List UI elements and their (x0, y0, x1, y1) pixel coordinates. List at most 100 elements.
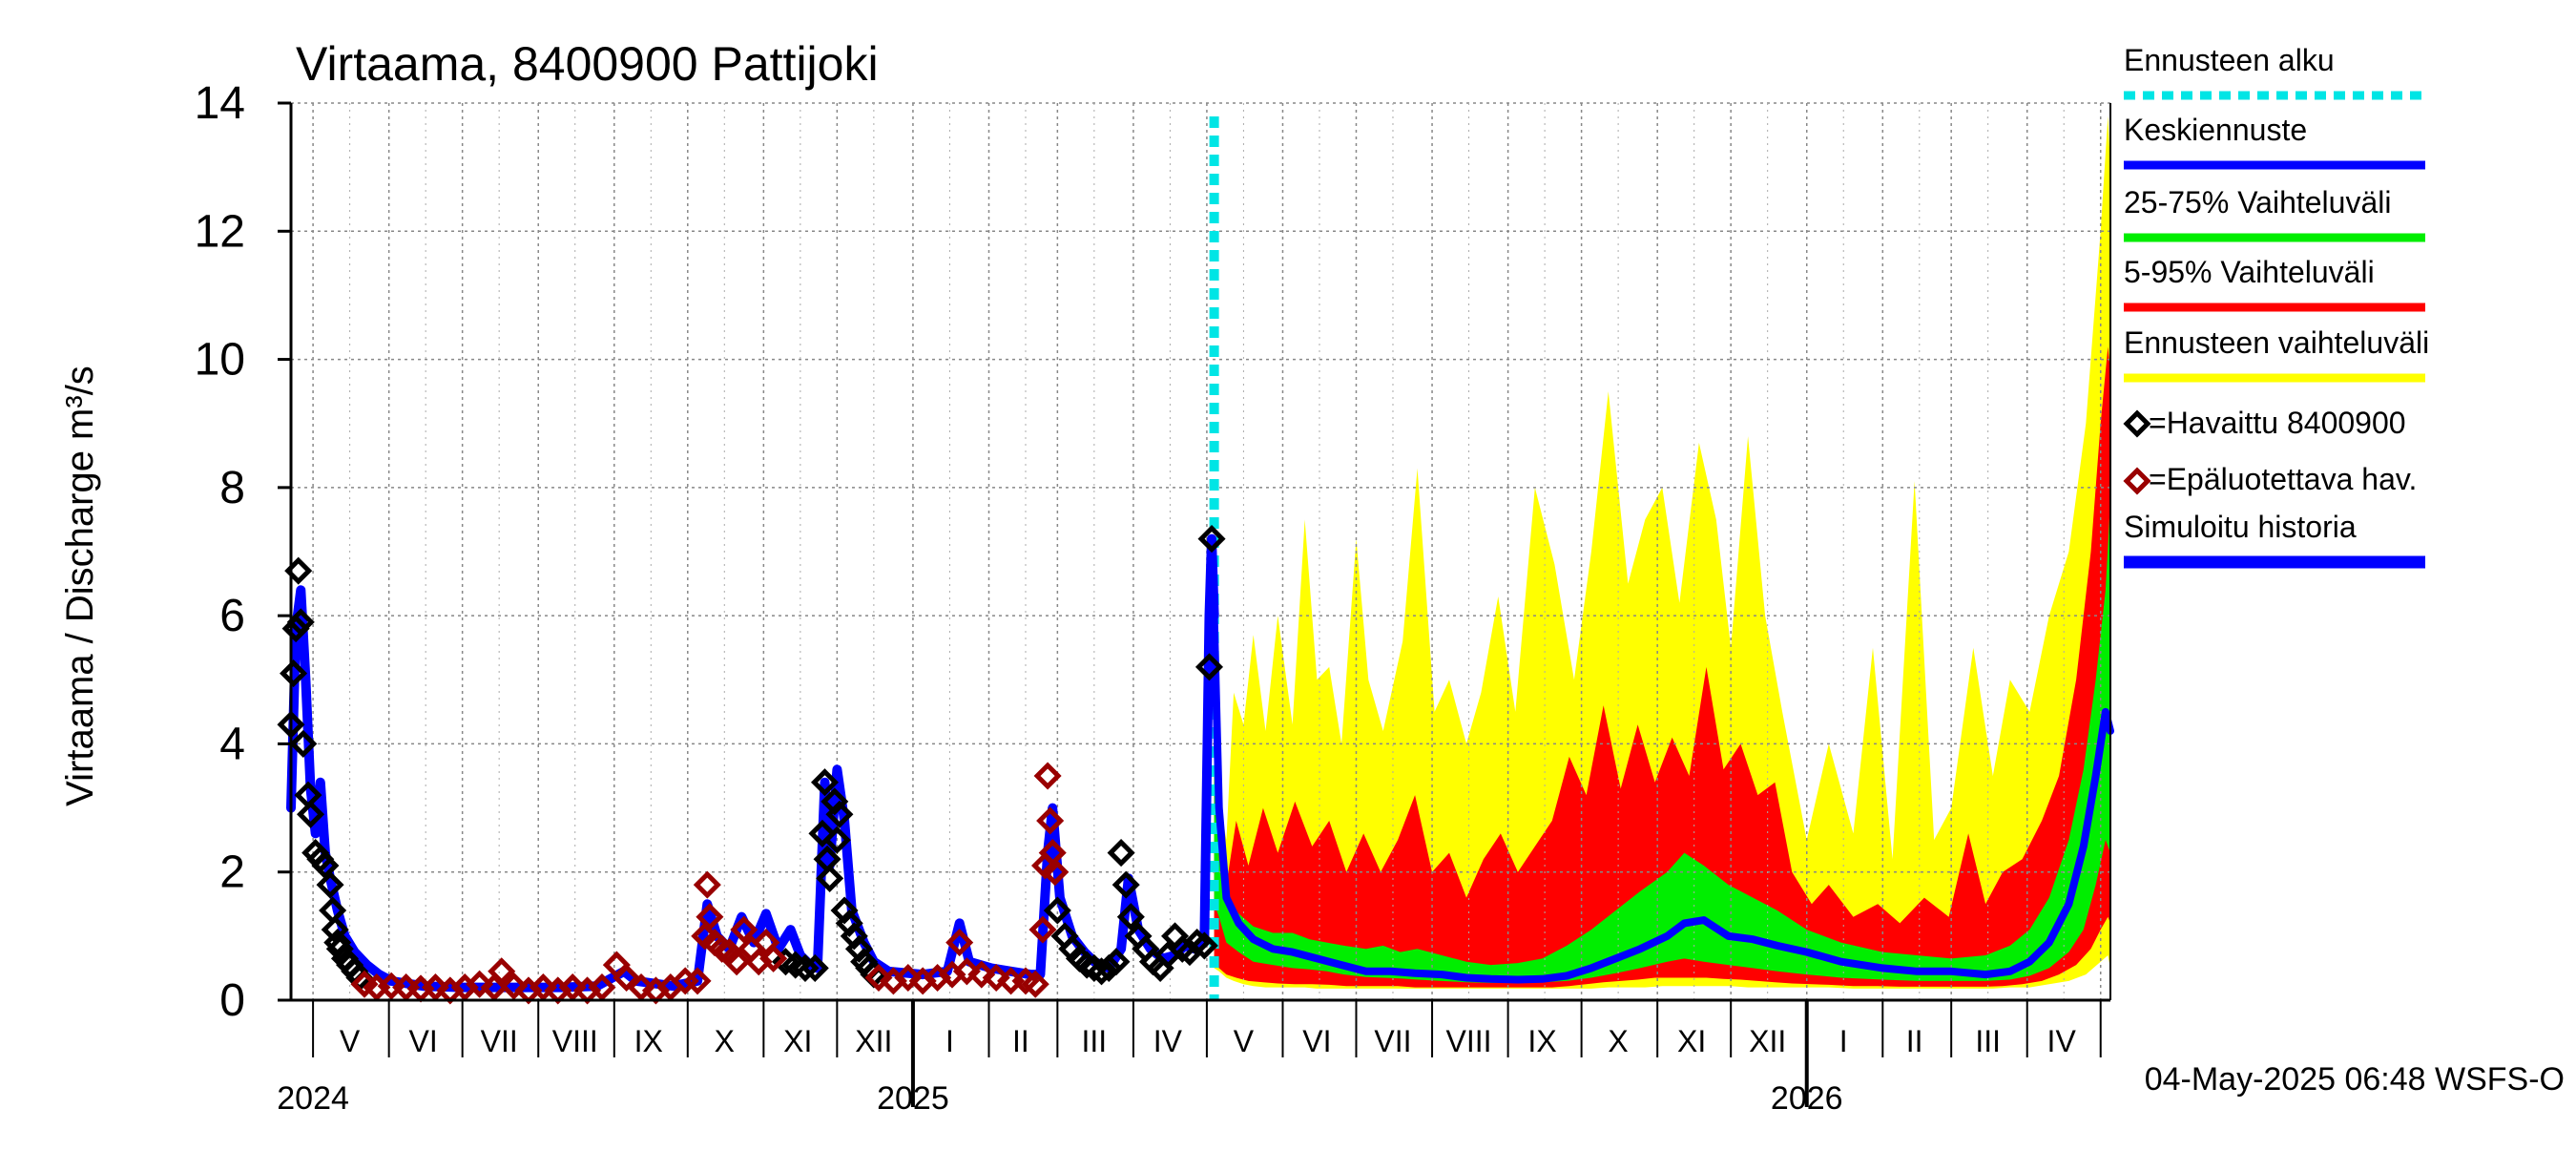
y-tick-label-10: 10 (195, 335, 245, 386)
observed-point-25 (810, 768, 840, 797)
month-label-1: VI (408, 1024, 437, 1058)
month-label-16: IX (1527, 1024, 1556, 1058)
y-axis-label: Virtaama / Discharge m³/s (59, 366, 101, 806)
legend-item-25-75-vaihteluv-li: 25-75% Vaihteluväli (2124, 185, 2425, 242)
observed-point-11 (316, 870, 344, 899)
observed-point-30 (825, 800, 854, 828)
band-5-95-vaihteluv-li (1214, 346, 2110, 988)
legend-item-ennusteen-vaihteluv-li: Ennusteen vaihteluväli (2124, 325, 2429, 383)
legend-item-havaittu-8400900: =Havaittu 8400900 (2123, 406, 2406, 440)
month-label-7: XII (855, 1024, 892, 1058)
unreliable-point-53 (1036, 806, 1065, 835)
observed-point-23 (800, 953, 829, 982)
year-label-2024: 2024 (277, 1080, 349, 1117)
unreliable-point-10 (488, 957, 516, 986)
legend-item-ennusteen-alku: Ennusteen alku (2124, 43, 2425, 100)
unreliable-point-13 (529, 973, 557, 1002)
month-label-8: I (945, 1024, 954, 1058)
legend-item-keskiennuste: Keskiennuste (2124, 113, 2425, 170)
y-tick-label-4: 4 (219, 719, 245, 769)
legend-marker-havaittu-8400900 (2123, 409, 2151, 438)
observed-point-1 (280, 659, 308, 688)
observed-point-48 (1111, 870, 1140, 899)
unreliable-point-24 (683, 967, 712, 995)
unreliable-point-55 (1041, 858, 1070, 887)
unreliable-point-8 (466, 970, 494, 998)
unreliable-point-31 (722, 948, 751, 976)
legend-label-havaittu-8400900: =Havaittu 8400900 (2149, 406, 2406, 440)
y-tick-label-0: 0 (219, 975, 245, 1026)
month-label-6: XI (783, 1024, 812, 1058)
year-label-2026: 2026 (1771, 1080, 1843, 1117)
month-label-13: VI (1302, 1024, 1331, 1058)
month-label-9: II (1012, 1024, 1029, 1058)
observed-point-47 (1107, 839, 1135, 868)
y-tick-label-12: 12 (195, 206, 245, 257)
unreliable-point-43 (945, 929, 974, 957)
unreliable-point-20 (627, 973, 655, 1002)
legend-item-ep-luotettava-hav: =Epäluotettava hav. (2123, 462, 2417, 496)
observed-point-7 (296, 800, 325, 828)
observation-markers (277, 525, 1226, 1005)
observed-point-60 (1195, 653, 1224, 681)
unreliable-point-50 (1028, 915, 1057, 944)
observed-point-15 (325, 934, 354, 963)
unreliable-point-46 (982, 963, 1010, 993)
month-label-11: IV (1153, 1024, 1183, 1058)
month-label-21: II (1906, 1024, 1923, 1058)
observed-point-22 (791, 953, 820, 982)
month-label-14: VII (1374, 1024, 1411, 1058)
chart-title: Virtaama, 8400900 Pattijoki (296, 37, 879, 91)
year-label-2025: 2025 (877, 1080, 949, 1117)
month-label-19: XII (1749, 1024, 1786, 1058)
month-label-15: VIII (1446, 1024, 1492, 1058)
band-ennusteen-vaihteluv-li (1214, 115, 2110, 989)
month-label-12: V (1234, 1024, 1255, 1058)
unreliable-point-19 (613, 963, 641, 993)
observed-point-46 (1102, 948, 1131, 976)
y-tick-label-14: 14 (195, 78, 245, 129)
month-label-22: III (1975, 1024, 2001, 1058)
month-label-4: IX (634, 1024, 663, 1058)
unreliable-point-49 (1021, 970, 1049, 998)
unreliable-point-52 (1033, 762, 1062, 790)
unreliable-point-15 (558, 973, 587, 1002)
month-label-10: III (1082, 1024, 1108, 1058)
observed-point-59 (1190, 931, 1218, 960)
unreliable-point-29 (708, 934, 737, 963)
observed-point-58 (1183, 929, 1212, 957)
observed-point-5 (289, 729, 318, 758)
legend-label-5-95-vaihteluv-li: 5-95% Vaihteluväli (2124, 255, 2375, 289)
legend-marker-ep-luotettava-hav (2123, 467, 2151, 495)
legend-label-ennusteen-vaihteluv-li: Ennusteen vaihteluväli (2124, 325, 2429, 360)
month-label-5: X (715, 1024, 735, 1058)
series-keskiennuste (1210, 612, 2114, 984)
unreliable-point-17 (588, 973, 616, 1002)
legend-label-ennusteen-alku: Ennusteen alku (2124, 43, 2335, 77)
observed-point-29 (822, 826, 851, 854)
legend-item-5-95-vaihteluv-li: 5-95% Vaihteluväli (2124, 255, 2425, 312)
observed-point-61 (1197, 525, 1226, 554)
unreliable-point-27 (696, 903, 724, 931)
observed-point-4 (286, 608, 315, 637)
legend-label-25-75-vaihteluv-li: 25-75% Vaihteluväli (2124, 185, 2391, 220)
unreliable-point-37 (864, 963, 893, 993)
month-label-18: XI (1677, 1024, 1706, 1058)
y-tick-label-2: 2 (219, 847, 245, 898)
unreliable-point-11 (500, 972, 529, 1000)
month-label-0: V (340, 1024, 361, 1058)
month-label-17: X (1608, 1024, 1628, 1058)
legend-label-ep-luotettava-hav: =Epäluotettava hav. (2149, 462, 2417, 496)
unreliable-point-39 (894, 963, 923, 993)
legend-label-simuloitu-historia: Simuloitu historia (2124, 510, 2357, 544)
legend: Ennusteen alku Keskiennuste 25-75% Vaihtel… (2123, 43, 2429, 569)
unreliable-point-36 (759, 944, 788, 972)
observed-point-45 (1094, 953, 1123, 982)
unreliable-point-5 (421, 973, 449, 1002)
y-tick-label-6: 6 (219, 591, 245, 641)
legend-label-keskiennuste: Keskiennuste (2124, 113, 2307, 147)
unreliable-point-44 (952, 957, 981, 986)
